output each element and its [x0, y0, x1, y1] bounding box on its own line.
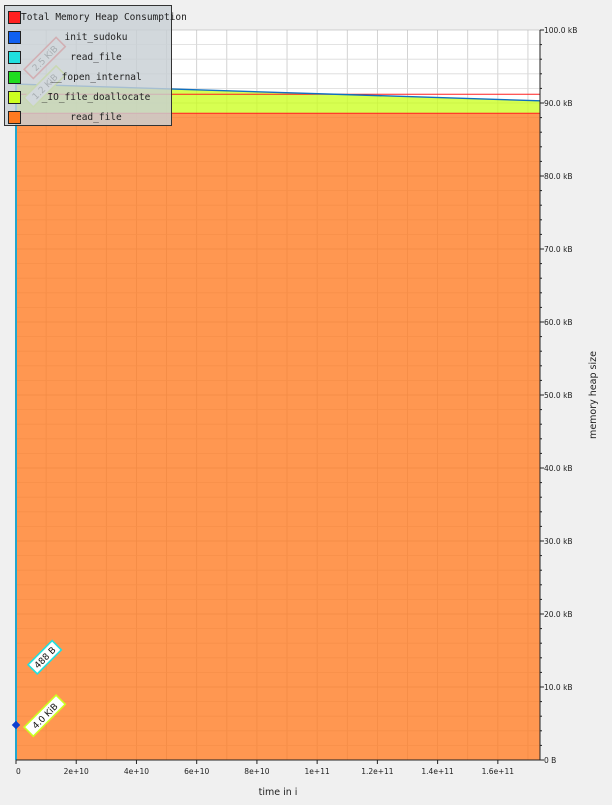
legend-item: _IO_file_doallocate	[5, 87, 171, 107]
legend-label: read_file	[70, 111, 122, 123]
x-axis-title: time in i	[259, 787, 298, 798]
y-tick-label: 10.0 kB	[544, 683, 573, 692]
legend-label: Total Memory Heap Consumption	[21, 11, 187, 23]
y-tick-label: 80.0 kB	[544, 172, 573, 181]
x-tick-label: 1.4e+11	[421, 767, 454, 776]
legend-swatch	[8, 50, 21, 64]
legend-swatch	[8, 30, 21, 44]
x-tick-label: 2e+10	[64, 767, 89, 776]
x-tick-label: 1.6e+11	[482, 767, 515, 776]
legend-item: read_file	[5, 107, 171, 127]
legend-swatch	[8, 10, 21, 24]
y-tick-label: 20.0 kB	[544, 610, 573, 619]
x-tick-label: 8e+10	[244, 767, 269, 776]
y-tick-label: 70.0 kB	[544, 245, 573, 254]
y-tick-label: 60.0 kB	[544, 318, 573, 327]
y-tick-label: 40.0 kB	[544, 464, 573, 473]
x-tick-label: 4e+10	[124, 767, 149, 776]
legend-item: init_sudoku	[5, 27, 171, 47]
legend-label: init_sudoku	[64, 31, 128, 43]
x-tick-label: 1e+11	[305, 767, 330, 776]
legend-label: _IO_file_doallocate	[41, 91, 151, 103]
legend-label: __fopen_internal	[50, 71, 142, 83]
data-label-box	[26, 639, 63, 676]
x-tick-label: 6e+10	[184, 767, 209, 776]
y-tick-label: 30.0 kB	[544, 537, 573, 546]
legend-item: read_file	[5, 47, 171, 67]
legend-swatch	[8, 90, 21, 104]
y-tick-label: 0 B	[544, 756, 556, 765]
chart-legend: Total Memory Heap Consumption init_sudok…	[4, 5, 187, 127]
y-tick-label: 50.0 kB	[544, 391, 573, 400]
legend-label: read_file	[70, 51, 122, 63]
y-axis-title: memory heap size	[588, 351, 599, 439]
y-tick-label: 90.0 kB	[544, 99, 573, 108]
y-tick-label: 100.0 kB	[544, 26, 577, 35]
x-tick-label: 0	[16, 767, 21, 776]
legend-swatch	[8, 70, 21, 84]
x-tick-label: 1.2e+11	[361, 767, 394, 776]
data-label-box	[22, 693, 67, 738]
legend-swatch	[8, 110, 21, 124]
area-series-read-file	[16, 113, 540, 761]
legend-item: Total Memory Heap Consumption	[5, 7, 187, 27]
legend-item: __fopen_internal	[5, 67, 171, 87]
